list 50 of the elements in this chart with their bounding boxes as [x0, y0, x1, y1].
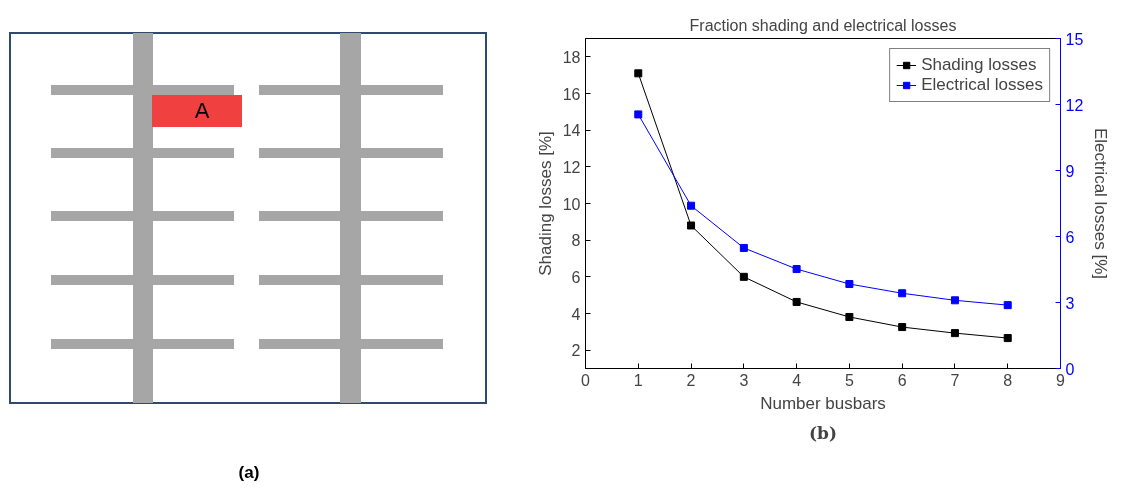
chart-title: Fraction shading and electrical losses [689, 16, 957, 34]
y2-axis-title: Electrical losses [%] [1091, 127, 1111, 280]
y2-tick-label: 6 [1065, 228, 1075, 246]
point [950, 296, 959, 305]
y-tick-label: 12 [562, 158, 581, 176]
y-tick-label: 6 [571, 268, 581, 286]
point [792, 265, 801, 274]
x-tick-label: 0 [581, 371, 591, 389]
point [1003, 334, 1012, 343]
point [950, 329, 959, 338]
text: A [194, 97, 210, 123]
y2-tick-label: 3 [1065, 294, 1075, 312]
x-tick-label: 7 [950, 371, 960, 389]
y-tick-label: 18 [562, 48, 581, 66]
y2-tick-label: 9 [1065, 162, 1075, 180]
text: (b) [809, 422, 837, 443]
point [845, 312, 854, 321]
y2-tick-label: 0 [1065, 360, 1075, 378]
point [634, 69, 643, 78]
y-tick-label: 10 [562, 195, 581, 213]
y-axis-title: Shading losses [%] [535, 131, 555, 276]
text: (a) [238, 463, 260, 483]
point [792, 297, 801, 306]
point [898, 289, 907, 298]
legend-label: Electrical losses [921, 75, 1043, 95]
x-tick-label: 6 [897, 371, 907, 389]
point [898, 323, 907, 332]
point [739, 243, 748, 252]
y2-tick-label: 15 [1065, 30, 1084, 48]
point [845, 280, 854, 289]
y-tick-label: 8 [571, 232, 581, 250]
x-tick-label: 8 [1003, 371, 1013, 389]
point [687, 201, 696, 210]
x-tick-label: 3 [739, 371, 749, 389]
y-tick-label: 2 [571, 342, 581, 360]
x-tick-label: 1 [633, 371, 643, 389]
x-axis-title: Number busbars [760, 393, 886, 413]
y-tick-label: 16 [562, 85, 581, 103]
point [634, 110, 643, 119]
x-tick-label: 2 [686, 371, 696, 389]
legend-label: Shading losses [921, 55, 1037, 75]
x-tick-label: 4 [792, 371, 802, 389]
y-tick-label: 4 [571, 305, 581, 323]
point [739, 272, 748, 281]
y-tick-label: 14 [562, 122, 581, 140]
point [1003, 301, 1012, 310]
x-tick-label: 9 [1056, 371, 1066, 389]
x-tick-label: 5 [844, 371, 854, 389]
point [687, 221, 696, 230]
y2-tick-label: 12 [1065, 96, 1084, 114]
